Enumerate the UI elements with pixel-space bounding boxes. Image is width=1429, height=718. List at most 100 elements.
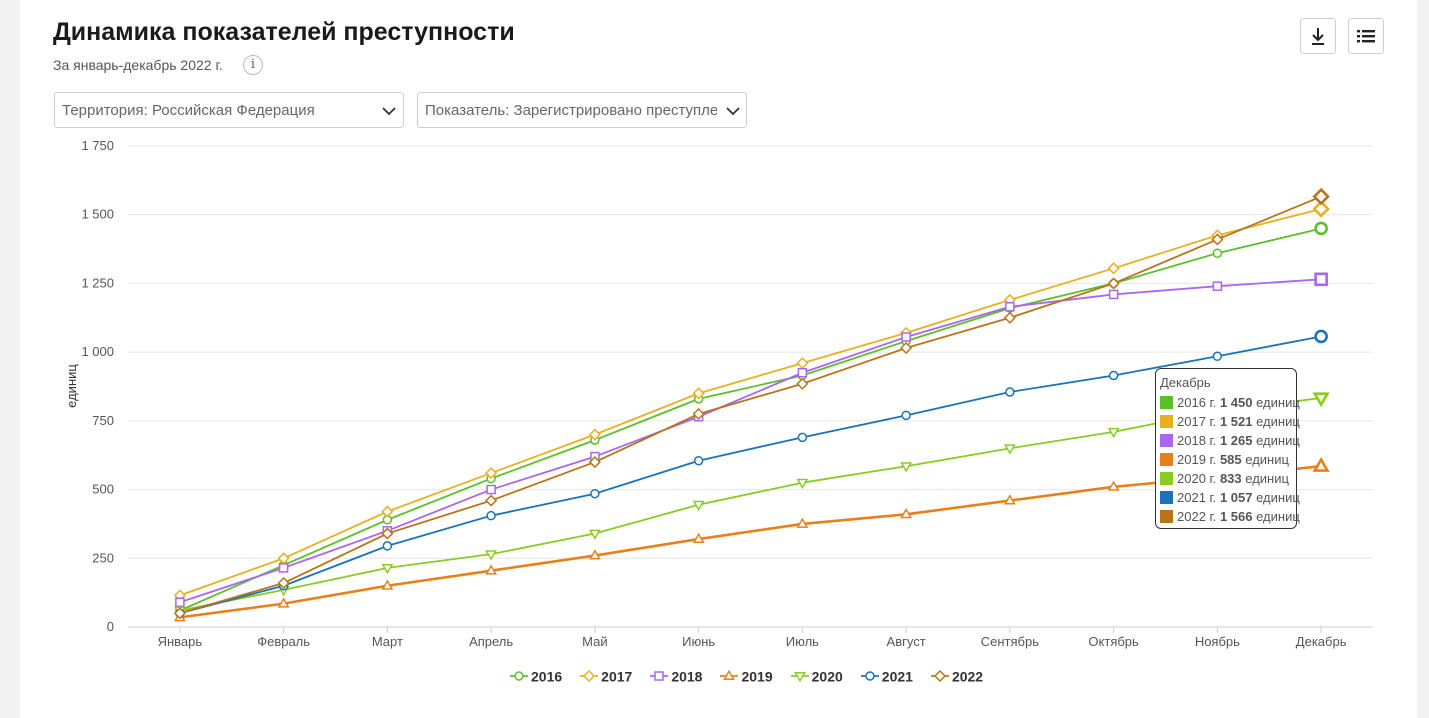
- data-point[interactable]: [901, 332, 911, 342]
- data-point[interactable]: [796, 478, 809, 490]
- data-point[interactable]: [1314, 272, 1328, 287]
- x-tick-label: Ноябрь: [1195, 634, 1240, 649]
- tooltip-swatch: [1160, 510, 1173, 523]
- tooltip-unit: единиц: [1256, 414, 1300, 429]
- territory-select[interactable]: Территория: Российская Федерация: [54, 92, 404, 128]
- data-point[interactable]: [277, 552, 290, 565]
- legend-item-2022[interactable]: 2022: [930, 667, 983, 684]
- legend-marker: [790, 671, 809, 683]
- tooltip-row: 2017 г. 1 521 единиц: [1160, 412, 1300, 431]
- x-tick-label: Август: [887, 634, 926, 649]
- data-point[interactable]: [588, 456, 601, 469]
- x-tick-label: Октябрь: [1088, 634, 1139, 649]
- data-point[interactable]: [1312, 392, 1330, 408]
- data-point[interactable]: [277, 597, 290, 608]
- legend-symbol[interactable]: [793, 671, 806, 683]
- data-point[interactable]: [797, 368, 808, 378]
- data-point[interactable]: [1108, 289, 1119, 300]
- data-point[interactable]: [1211, 233, 1224, 246]
- data-point[interactable]: [486, 510, 496, 521]
- menu-button[interactable]: [1348, 18, 1384, 54]
- tooltip-row: 2019 г. 585 единиц: [1160, 450, 1296, 469]
- data-point[interactable]: [588, 428, 601, 441]
- legend-item-2019[interactable]: 2019: [720, 667, 773, 684]
- data-point[interactable]: [693, 455, 704, 466]
- data-point[interactable]: [485, 564, 498, 575]
- data-point[interactable]: [588, 549, 601, 560]
- data-point[interactable]: [588, 529, 601, 540]
- data-point[interactable]: [1312, 457, 1330, 472]
- indicator-select[interactable]: Показатель: Зарегистрировано преступле: [417, 92, 747, 128]
- data-point[interactable]: [381, 527, 394, 540]
- data-point[interactable]: [796, 377, 809, 390]
- tooltip-value: 585: [1219, 452, 1242, 467]
- legend-symbol[interactable]: [865, 671, 875, 681]
- legend-label: 2016: [531, 667, 563, 684]
- y-axis-title: единиц: [64, 364, 79, 408]
- data-point[interactable]: [1107, 277, 1120, 290]
- data-point[interactable]: [381, 563, 394, 575]
- tooltip-row: 2018 г. 1 265 единиц: [1160, 431, 1300, 450]
- data-point[interactable]: [1212, 351, 1223, 362]
- data-point[interactable]: [692, 407, 705, 421]
- data-point[interactable]: [278, 563, 289, 573]
- data-point[interactable]: [485, 550, 498, 561]
- legend-symbol[interactable]: [933, 669, 946, 682]
- info-icon[interactable]: i: [243, 55, 263, 75]
- data-point[interactable]: [1003, 494, 1016, 505]
- legend-symbol[interactable]: [723, 669, 736, 680]
- data-point[interactable]: [590, 488, 600, 499]
- data-point[interactable]: [381, 579, 394, 590]
- data-point[interactable]: [692, 532, 705, 543]
- data-point[interactable]: [900, 341, 913, 355]
- legend-symbol[interactable]: [583, 669, 596, 682]
- data-point[interactable]: [900, 508, 913, 519]
- legend-item-2018[interactable]: 2018: [650, 667, 702, 684]
- data-point[interactable]: [485, 467, 498, 480]
- data-point[interactable]: [796, 357, 809, 370]
- data-point[interactable]: [486, 484, 496, 495]
- data-point[interactable]: [1314, 329, 1328, 344]
- chevron-down-icon: [382, 107, 396, 116]
- data-point[interactable]: [1212, 281, 1223, 291]
- data-point[interactable]: [175, 597, 185, 608]
- data-point[interactable]: [1212, 248, 1223, 258]
- legend-item-2017[interactable]: 2017: [580, 667, 632, 684]
- data-point[interactable]: [797, 432, 808, 443]
- data-point[interactable]: [1003, 444, 1016, 455]
- data-point[interactable]: [901, 410, 911, 421]
- legend-item-2020[interactable]: 2020: [790, 667, 843, 684]
- data-point[interactable]: [1107, 480, 1120, 491]
- data-point[interactable]: [173, 607, 186, 620]
- legend-item-2021[interactable]: 2021: [860, 667, 913, 684]
- legend-symbol[interactable]: [514, 671, 524, 681]
- legend-symbol[interactable]: [654, 671, 665, 681]
- data-point[interactable]: [1107, 262, 1120, 275]
- data-point[interactable]: [381, 505, 394, 518]
- legend-label: 2021: [881, 667, 913, 684]
- tooltip-swatch: [1160, 491, 1173, 504]
- data-point[interactable]: [1312, 200, 1330, 218]
- legend-item-2016[interactable]: 2016: [510, 667, 562, 684]
- data-point[interactable]: [1314, 221, 1328, 236]
- data-point[interactable]: [1107, 427, 1120, 439]
- data-point[interactable]: [692, 500, 705, 511]
- data-point[interactable]: [692, 387, 705, 400]
- data-point[interactable]: [900, 462, 913, 473]
- data-point[interactable]: [796, 517, 809, 528]
- data-point[interactable]: [1312, 187, 1330, 206]
- data-point[interactable]: [382, 541, 393, 551]
- data-point[interactable]: [1108, 370, 1119, 381]
- download-button[interactable]: [1300, 18, 1336, 54]
- x-axis-ticks: Январь Февраль Март Апрель Май Июнь Июль Август…: [158, 627, 1347, 649]
- series-2018: [175, 272, 1328, 608]
- tooltip-row: 2021 г. 1 057 единиц: [1160, 488, 1300, 507]
- data-point[interactable]: [277, 576, 290, 590]
- data-point[interactable]: [1005, 302, 1015, 312]
- data-point[interactable]: [1005, 387, 1015, 397]
- tooltip-year: 2019 г.: [1177, 452, 1217, 467]
- tooltip-value: 1 450: [1219, 395, 1253, 410]
- data-point[interactable]: [485, 494, 498, 507]
- x-tick-label: Декабрь: [1296, 634, 1347, 649]
- data-point[interactable]: [1003, 311, 1016, 324]
